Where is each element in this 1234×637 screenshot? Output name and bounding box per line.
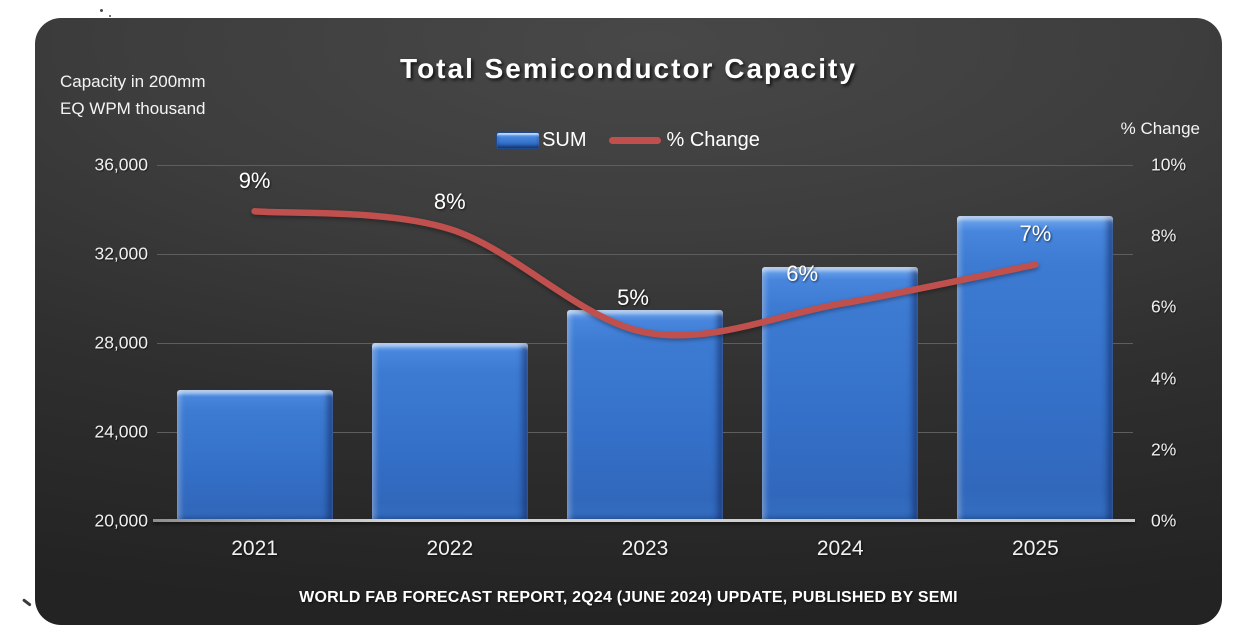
percent-change-line-svg bbox=[251, 208, 1039, 339]
bar-series-icon bbox=[497, 132, 540, 148]
line-label-2025: 7% bbox=[1019, 220, 1052, 246]
legend-label-pct-change: % Change bbox=[666, 128, 760, 151]
x-label-2022: 2022 bbox=[426, 537, 474, 560]
speck-artifact bbox=[100, 9, 103, 12]
speck-artifact bbox=[109, 15, 111, 17]
legend: SUM % Change bbox=[35, 127, 1222, 153]
left-axis-tick: 28,000 bbox=[94, 332, 148, 353]
left-axis-title: Capacity in 200mm EQ WPM thousand bbox=[60, 68, 206, 122]
right-axis-tick: 10% bbox=[1151, 154, 1187, 175]
left-axis-tick: 32,000 bbox=[94, 243, 148, 264]
percent-change-line bbox=[251, 208, 1039, 339]
source-footer: WORLD FAB FORECAST REPORT, 2Q24 (JUNE 20… bbox=[299, 589, 958, 606]
line-label-2022: 8% bbox=[433, 189, 466, 215]
gridline bbox=[157, 165, 1133, 166]
bar-2024 bbox=[762, 267, 919, 521]
x-axis-line bbox=[153, 519, 1135, 522]
left-axis-tick: 20,000 bbox=[94, 510, 148, 531]
line-label-2021: 9% bbox=[238, 168, 271, 194]
legend-item-sum: SUM bbox=[497, 128, 587, 152]
right-axis-tick: 8% bbox=[1151, 225, 1177, 246]
chart-panel: Total Semiconductor Capacity Capacity in… bbox=[35, 18, 1222, 625]
bar-2021 bbox=[176, 389, 333, 521]
x-label-2024: 2024 bbox=[816, 537, 864, 560]
x-label-2023: 2023 bbox=[621, 537, 669, 560]
right-axis-tick: 6% bbox=[1151, 296, 1177, 317]
right-axis-tick: 0% bbox=[1151, 510, 1177, 531]
left-axis-tick: 36,000 bbox=[94, 154, 148, 175]
line-label-2024: 6% bbox=[786, 260, 819, 286]
bar-2023 bbox=[567, 309, 723, 521]
left-axis-title-line1: Capacity in 200mm bbox=[60, 72, 206, 91]
x-label-2025: 2025 bbox=[1012, 537, 1059, 560]
right-axis-tick: 2% bbox=[1151, 439, 1177, 460]
stray-pen-mark bbox=[22, 598, 32, 607]
x-label-2021: 2021 bbox=[231, 537, 278, 560]
line-label-2023: 5% bbox=[617, 285, 649, 311]
left-axis-title-line2: EQ WPM thousand bbox=[60, 99, 206, 118]
left-axis-tick: 24,000 bbox=[94, 421, 148, 442]
plot-area: 36,000 32,000 28,000 24,000 20,000 10% 8% 6% 4% 2… bbox=[94, 155, 1186, 561]
gridline bbox=[157, 254, 1133, 255]
chart-title: Total Semiconductor Capacity bbox=[400, 53, 857, 84]
legend-label-sum: SUM bbox=[542, 128, 587, 151]
line-series-icon bbox=[608, 136, 661, 144]
right-axis-title: % Change bbox=[1120, 119, 1200, 138]
right-axis-tick: 4% bbox=[1151, 368, 1177, 389]
legend-item-pct-change: % Change bbox=[608, 128, 760, 152]
bar-2022 bbox=[371, 343, 528, 521]
